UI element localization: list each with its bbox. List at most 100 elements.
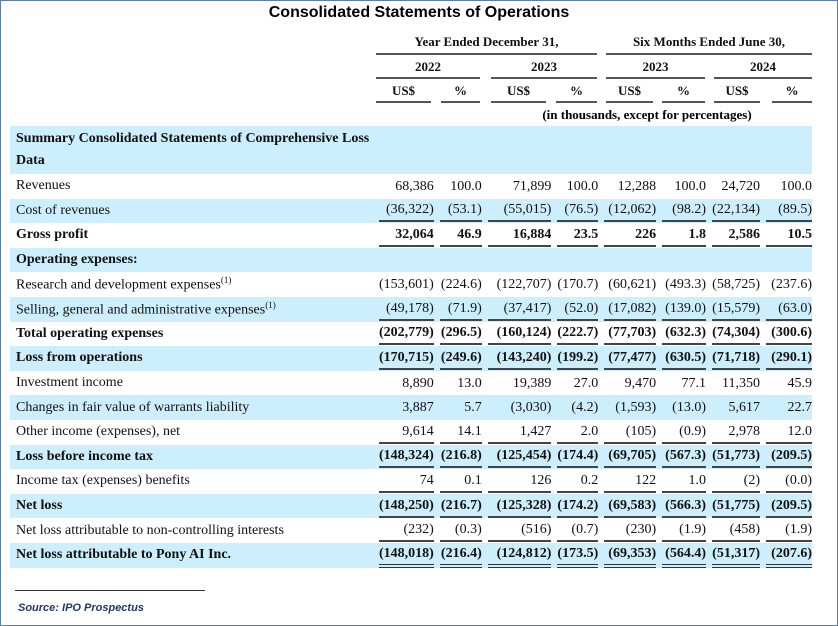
usd-cell: (3,030): [481, 395, 552, 420]
pct-cell: (0.0): [760, 469, 812, 494]
header-year-ended: Year Ended December 31,: [414, 34, 559, 49]
cell-value: (202,779): [378, 322, 434, 346]
usd-cell: 68,386: [373, 174, 434, 199]
cell-value: 1,427: [487, 421, 552, 444]
cell-value: (36,322): [378, 199, 434, 223]
pct-cell: (0.9): [656, 420, 706, 445]
cell-value: (12,062): [604, 199, 657, 223]
usd-cell: 9,470: [598, 371, 657, 396]
pct-cell: (207.6): [760, 542, 812, 568]
cell-value: (1.9): [662, 519, 706, 543]
usd-cell: 71,899: [482, 174, 552, 199]
table-row: Changes in fair value of warrants liabil…: [10, 395, 812, 420]
pct-cell: (564.4): [656, 542, 706, 568]
cell-value: 45.9: [787, 375, 813, 391]
usd-cell: 16,884: [482, 223, 552, 248]
usd-cell: (36,322): [372, 198, 434, 224]
usd-cell: (458): [706, 518, 760, 543]
usd-cell: (15,579): [706, 296, 760, 322]
cell-value: (71.9): [439, 298, 482, 321]
row-label: Research and development expenses: [16, 278, 221, 293]
cell-value: (300.6): [766, 322, 812, 346]
usd-cell: 122: [598, 469, 657, 494]
table-row: Loss from operations (170,715) (249.6) (143…: [10, 346, 812, 371]
cell-value: (632.3): [662, 322, 706, 346]
pct-cell: (71.9): [433, 296, 482, 322]
usd-cell: (143,240): [481, 346, 552, 371]
cell-value: (143,240): [487, 347, 552, 370]
row-label: Loss from operations: [16, 350, 143, 366]
pct-cell: (139.0): [656, 296, 706, 322]
cell-value: 100.0: [450, 178, 482, 194]
cell-value: 2,978: [712, 421, 760, 444]
pct-cell: (4.2): [551, 395, 599, 420]
usd-cell: (69,705): [598, 444, 657, 470]
pct-cell: [656, 247, 706, 273]
usd-cell: (58,725): [706, 272, 760, 297]
cell-value: (148,018): [378, 543, 434, 568]
section-heading-row: Summary Consolidated Statements of Compr…: [10, 126, 812, 174]
cell-value: 22.7: [787, 400, 813, 416]
col-usd: US$: [725, 83, 749, 98]
usd-cell: 24,720: [706, 174, 761, 199]
cell-value: (160,124): [487, 322, 552, 346]
cell-value: (232): [378, 519, 434, 543]
pct-cell: (567.3): [656, 444, 706, 470]
cell-value: 24,720: [721, 178, 761, 194]
row-label: Net loss attributable to non-controlling…: [16, 522, 284, 538]
cell-value: (2): [712, 470, 760, 493]
page-title: Consolidated Statements of Operations: [268, 4, 570, 21]
pct-cell: (63.0): [760, 296, 812, 322]
pct-cell: (76.5): [551, 198, 599, 224]
usd-cell: (51,317): [706, 542, 760, 568]
source-rule: [15, 590, 205, 591]
header-year: 2024: [750, 59, 776, 74]
col-usd: US$: [391, 83, 416, 98]
row-label: Investment income: [16, 375, 123, 391]
usd-cell: 32,064: [373, 223, 434, 248]
header-rule: [606, 77, 705, 79]
pct-cell: 100.0: [434, 174, 482, 199]
usd-cell: (232): [373, 518, 434, 543]
row-label-cell: Net loss attributable to Pony AI Inc.: [10, 542, 373, 568]
cell-value: 2.0: [557, 421, 599, 444]
pct-cell: 1.8: [656, 223, 706, 248]
row-label-cell: Selling, general and administrative expe…: [10, 296, 373, 322]
table-row: Operating expenses:: [10, 247, 812, 273]
table-row: Gross profit 32,064 46.9 16,884 23.5 226 1.8 2,…: [10, 223, 812, 248]
usd-cell: (124,812): [481, 542, 552, 568]
cell-value: (51,773): [712, 445, 760, 469]
cell-value: (170,715): [378, 347, 434, 370]
usd-cell: 74: [373, 469, 434, 494]
col-pct: %: [454, 83, 467, 98]
cell-value: 0.1: [439, 470, 482, 493]
usd-cell: 12,288: [598, 174, 657, 199]
cell-value: (230): [604, 519, 657, 543]
cell-value: (458): [712, 519, 760, 543]
usd-cell: (12,062): [598, 198, 657, 224]
header-rule: [606, 53, 812, 55]
pct-cell: 12.0: [760, 420, 812, 445]
cell-value: (0.3): [439, 519, 482, 543]
pct-cell: (216.8): [433, 444, 482, 470]
cell-value: (51,317): [712, 543, 760, 568]
cell-value: 126: [487, 470, 552, 493]
cell-value: (148,250): [378, 495, 434, 518]
cell-value: (209.5): [766, 445, 812, 469]
header-year: 2022: [415, 59, 441, 74]
cell-value: (566.3): [662, 495, 706, 518]
usd-cell: (71,718): [706, 346, 760, 371]
pct-cell: (173.5): [551, 542, 599, 568]
cell-value: (74,304): [712, 322, 760, 346]
cell-value: 3,887: [402, 400, 434, 416]
pct-cell: (53.1): [433, 198, 482, 224]
cell-value: (89.5): [766, 199, 812, 223]
cell-value: 5.7: [464, 400, 482, 416]
cell-value: (124,812): [487, 543, 552, 568]
cell-value: (630.5): [662, 347, 706, 370]
col-pct: %: [570, 83, 583, 98]
row-label: Total operating expenses: [16, 325, 164, 341]
pct-cell: (1.9): [760, 518, 812, 543]
usd-cell: 11,350: [706, 371, 760, 396]
usd-cell: 2,586: [706, 223, 760, 248]
